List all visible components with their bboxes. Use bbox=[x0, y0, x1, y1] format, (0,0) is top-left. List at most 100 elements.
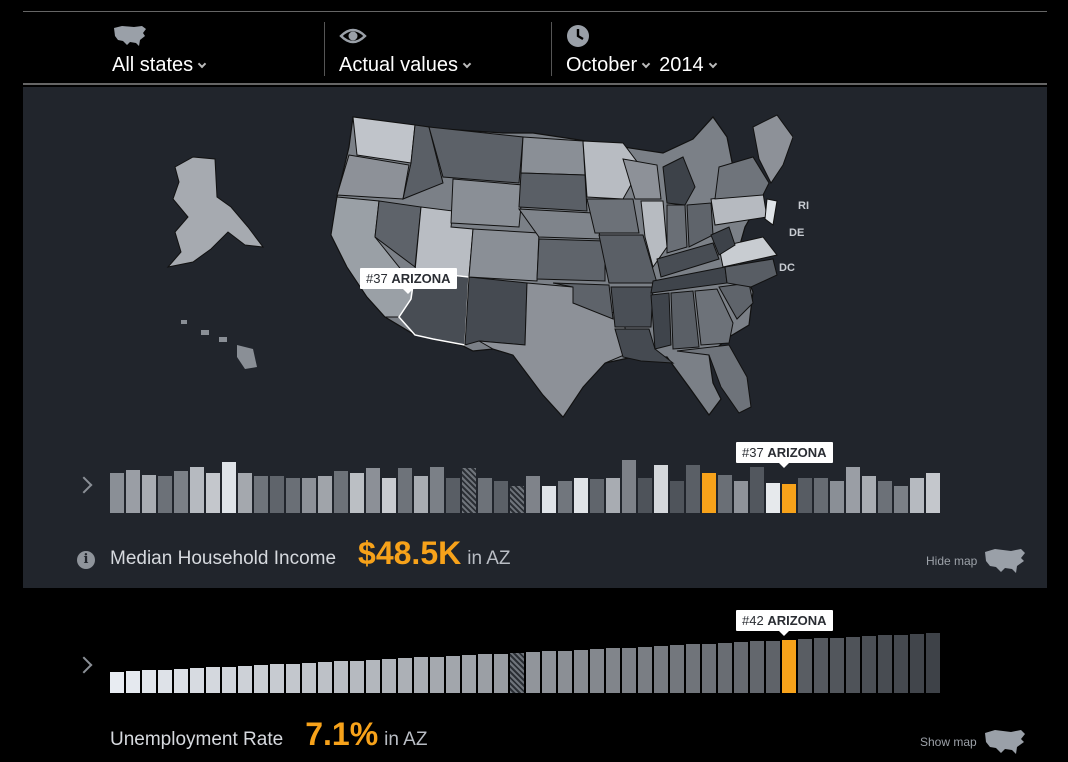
income-bar[interactable] bbox=[398, 468, 412, 513]
income-bar[interactable] bbox=[318, 476, 332, 513]
state-georgia[interactable] bbox=[694, 288, 734, 346]
income-bar[interactable] bbox=[766, 483, 780, 513]
income-bar[interactable] bbox=[814, 478, 828, 513]
income-bar[interactable] bbox=[238, 473, 252, 513]
unemployment-bar[interactable] bbox=[446, 656, 460, 693]
state-kentucky[interactable] bbox=[656, 242, 720, 278]
unemployment-bar[interactable] bbox=[478, 654, 492, 693]
state-indiana[interactable] bbox=[666, 204, 688, 254]
state-iowa[interactable] bbox=[586, 198, 640, 234]
income-bar[interactable] bbox=[510, 486, 524, 513]
income-bar[interactable] bbox=[446, 478, 460, 513]
income-bar[interactable] bbox=[574, 478, 588, 513]
date-filter[interactable]: October 2014 bbox=[566, 12, 717, 84]
income-bar[interactable] bbox=[590, 479, 604, 513]
income-bar[interactable] bbox=[670, 481, 684, 513]
state-montana[interactable] bbox=[428, 126, 524, 184]
income-bar[interactable] bbox=[366, 468, 380, 513]
income-bar[interactable] bbox=[798, 478, 812, 513]
unemployment-bar[interactable] bbox=[190, 668, 204, 693]
unemployment-bar[interactable] bbox=[382, 659, 396, 693]
income-bar[interactable] bbox=[254, 476, 268, 513]
unemployment-bar[interactable] bbox=[142, 670, 156, 693]
unemployment-bar[interactable] bbox=[798, 639, 812, 693]
income-bar[interactable] bbox=[382, 478, 396, 513]
income-bar[interactable] bbox=[750, 467, 764, 513]
state-florida[interactable] bbox=[676, 344, 752, 414]
unemployment-bar[interactable] bbox=[270, 664, 284, 693]
state-louisiana[interactable] bbox=[614, 328, 675, 364]
income-bar[interactable] bbox=[334, 471, 348, 513]
unemployment-bar[interactable] bbox=[638, 647, 652, 693]
state-idaho[interactable] bbox=[402, 124, 444, 200]
unemployment-bar[interactable] bbox=[558, 651, 572, 693]
unemployment-bar[interactable] bbox=[222, 667, 236, 693]
state-illinois[interactable] bbox=[640, 200, 668, 269]
unemployment-bar[interactable] bbox=[174, 669, 188, 693]
income-bar[interactable] bbox=[830, 481, 844, 513]
state-washington[interactable] bbox=[352, 116, 416, 164]
state-north-carolina[interactable] bbox=[724, 258, 778, 288]
month-label[interactable]: October bbox=[566, 54, 638, 76]
state-filter[interactable]: All states bbox=[23, 12, 207, 84]
unemployment-bar[interactable] bbox=[158, 670, 172, 693]
unemployment-bar[interactable] bbox=[414, 657, 428, 693]
income-bar[interactable] bbox=[654, 465, 668, 513]
income-bar[interactable] bbox=[142, 475, 156, 513]
income-bar[interactable] bbox=[430, 467, 444, 513]
value-mode-filter[interactable]: Actual values bbox=[339, 12, 472, 84]
income-bar[interactable] bbox=[910, 478, 924, 513]
income-bar[interactable] bbox=[686, 465, 700, 513]
unemployment-bar[interactable] bbox=[686, 644, 700, 693]
income-bar[interactable] bbox=[174, 471, 188, 513]
unemployment-bar[interactable] bbox=[334, 661, 348, 693]
unemployment-bar[interactable] bbox=[494, 654, 508, 693]
unemployment-bar[interactable] bbox=[366, 660, 380, 693]
info-icon[interactable]: i bbox=[77, 551, 95, 569]
unemployment-bar[interactable] bbox=[654, 646, 668, 693]
unemployment-bar[interactable] bbox=[110, 672, 124, 693]
state-new-jersey[interactable] bbox=[764, 198, 778, 226]
income-bar[interactable] bbox=[718, 475, 732, 513]
state-colorado[interactable] bbox=[468, 228, 540, 282]
state-wisconsin[interactable] bbox=[622, 158, 662, 200]
unemployment-bar[interactable] bbox=[814, 638, 828, 693]
state-arkansas[interactable] bbox=[610, 286, 654, 328]
unemployment-bar[interactable] bbox=[542, 651, 556, 693]
unemployment-bar[interactable] bbox=[910, 634, 924, 693]
income-bar[interactable] bbox=[190, 467, 204, 513]
income-bar[interactable] bbox=[862, 476, 876, 513]
unemployment-bar[interactable] bbox=[846, 637, 860, 693]
unemployment-bar[interactable] bbox=[862, 636, 876, 693]
year-label[interactable]: 2014 bbox=[659, 54, 704, 76]
income-bar[interactable] bbox=[286, 478, 300, 513]
unemployment-bar[interactable] bbox=[878, 635, 892, 693]
income-bar[interactable] bbox=[126, 470, 140, 513]
unemployment-bar[interactable] bbox=[606, 648, 620, 693]
unemployment-bar-highlighted[interactable] bbox=[782, 640, 796, 693]
income-bar[interactable] bbox=[638, 478, 652, 513]
income-bar[interactable] bbox=[734, 481, 748, 513]
unemployment-bar[interactable] bbox=[350, 661, 364, 693]
income-bar[interactable] bbox=[894, 486, 908, 513]
chevron-right-icon[interactable] bbox=[75, 476, 93, 494]
income-bar[interactable] bbox=[702, 473, 716, 513]
income-bar[interactable] bbox=[270, 476, 284, 513]
state-alaska[interactable] bbox=[166, 156, 265, 268]
income-bar[interactable] bbox=[558, 481, 572, 513]
unemployment-bar[interactable] bbox=[926, 633, 940, 693]
unemployment-bar[interactable] bbox=[126, 671, 140, 693]
income-bar[interactable] bbox=[606, 478, 620, 513]
unemployment-bar[interactable] bbox=[510, 653, 524, 693]
unemployment-bar[interactable] bbox=[206, 667, 220, 693]
state-kansas[interactable] bbox=[536, 238, 606, 282]
unemployment-bar[interactable] bbox=[718, 643, 732, 693]
state-michigan[interactable] bbox=[662, 156, 696, 206]
state-new-york[interactable] bbox=[714, 156, 770, 200]
income-bar[interactable] bbox=[526, 476, 540, 513]
income-bar[interactable] bbox=[302, 478, 316, 513]
unemployment-bar[interactable] bbox=[574, 650, 588, 693]
income-bar[interactable] bbox=[110, 473, 124, 513]
income-bar[interactable] bbox=[478, 478, 492, 513]
state-hawaii[interactable] bbox=[181, 320, 187, 324]
